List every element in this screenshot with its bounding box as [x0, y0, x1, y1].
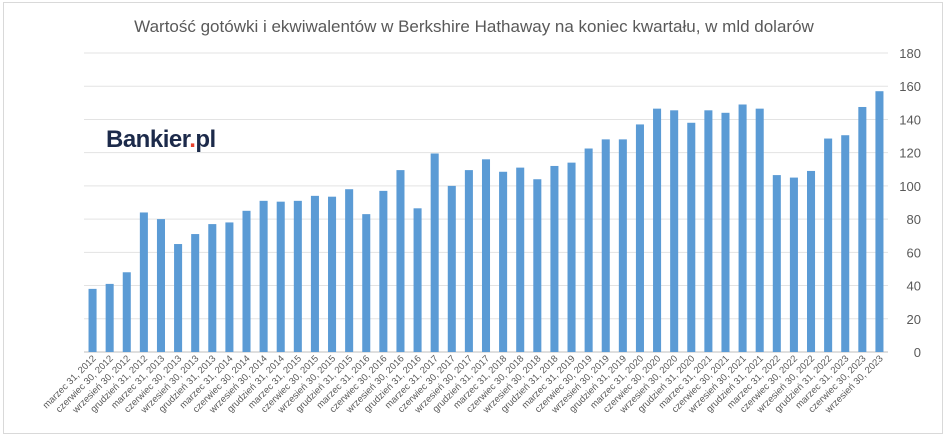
bar: [156, 219, 165, 352]
bar: [738, 104, 747, 352]
bar: [618, 139, 627, 352]
bar: [362, 214, 371, 352]
bar: [225, 222, 234, 352]
y-tick-label: 120: [899, 146, 921, 161]
bar: [122, 272, 131, 352]
y-tick-label: 100: [899, 179, 921, 194]
chart-frame: [3, 2, 943, 434]
bar: [396, 170, 405, 352]
y-tick-label: 60: [907, 245, 921, 260]
bar: [721, 112, 730, 352]
y-tick-label: 180: [899, 46, 921, 61]
bar: [481, 159, 491, 352]
bar: [447, 185, 456, 352]
y-tick-label: 80: [907, 212, 921, 227]
bar: [516, 167, 525, 352]
bar: [345, 189, 354, 352]
bar: [755, 108, 764, 353]
bar: [464, 170, 473, 352]
bar: [242, 210, 251, 352]
bar: [653, 108, 662, 353]
bar: [789, 177, 798, 352]
y-tick-label: 0: [914, 345, 921, 360]
bar: [824, 138, 833, 352]
bar: [635, 124, 644, 352]
y-tick-label: 140: [899, 112, 921, 127]
bar: [413, 208, 422, 352]
bar: [259, 200, 268, 352]
bar: [174, 244, 183, 352]
bar: [499, 171, 508, 352]
bar: [139, 212, 148, 352]
bar: [550, 165, 559, 352]
bar: [105, 283, 114, 352]
bar: [858, 106, 867, 352]
chart-title: Wartość gotówki i ekwiwalentów w Berkshi…: [134, 17, 814, 36]
bar: [533, 179, 542, 352]
bar: [687, 122, 696, 353]
logo-text: Bankier: [106, 126, 190, 153]
bar: [601, 139, 610, 352]
bar: [328, 196, 337, 352]
bar: [379, 190, 388, 352]
bar: [567, 162, 576, 352]
bankier-logo: Bankier.pl: [106, 126, 216, 154]
bar: [430, 153, 439, 352]
bar: [208, 224, 217, 352]
bar: [875, 91, 884, 352]
bar: [191, 234, 200, 352]
bar: [584, 148, 593, 352]
y-tick-label: 40: [907, 279, 921, 294]
bar: [310, 195, 319, 352]
logo-suffix: pl: [195, 126, 216, 153]
bar: [670, 110, 679, 352]
bar: [841, 135, 850, 352]
y-tick-label: 20: [907, 312, 921, 327]
bar: [293, 200, 302, 352]
bar: [276, 201, 285, 352]
bar: [88, 288, 97, 352]
logo-dot: .: [189, 126, 196, 153]
y-tick-label: 160: [899, 79, 921, 94]
bar: [772, 175, 781, 352]
bar: [704, 110, 713, 352]
bar: [807, 170, 816, 352]
